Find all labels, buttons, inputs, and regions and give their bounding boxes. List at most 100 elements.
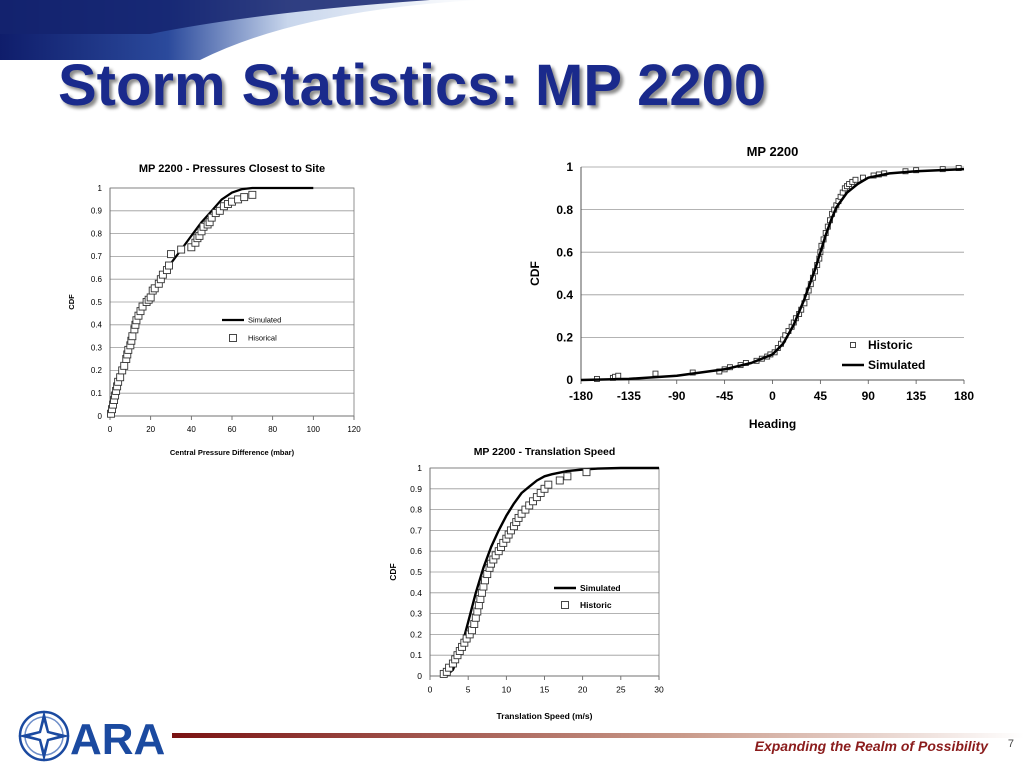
y-tick-label: 0.6 <box>410 546 422 556</box>
y-axis-label: CDF <box>528 261 542 286</box>
y-axis-label: CDF <box>388 563 398 580</box>
x-axis-label: Heading <box>749 417 796 431</box>
data-point <box>128 332 137 341</box>
series-line-simulated <box>444 466 659 677</box>
data-point <box>215 206 224 215</box>
y-tick-label: 0.8 <box>556 203 573 217</box>
x-tick-label: 20 <box>578 685 588 695</box>
x-tick-label: 180 <box>954 389 974 403</box>
logo-text: ARA <box>70 715 164 764</box>
x-tick-label: 80 <box>268 425 277 434</box>
x-axis-label: Translation Speed (m/s) <box>497 711 593 721</box>
y-tick-label: 0.4 <box>410 588 422 598</box>
chart-title: MP 2200 <box>747 144 799 159</box>
data-point <box>187 243 196 252</box>
x-tick-label: -45 <box>716 389 734 403</box>
plot-frame <box>429 467 660 677</box>
legend-marker-icon <box>229 334 237 342</box>
data-point <box>207 213 216 222</box>
legend-label: Historic <box>580 600 612 610</box>
y-tick-label: 0.2 <box>410 629 422 639</box>
y-tick-label: 0.7 <box>410 525 422 535</box>
y-tick-label: 0.4 <box>556 288 573 302</box>
x-tick-label: 0 <box>108 425 113 434</box>
y-tick-label: 0.2 <box>91 366 103 375</box>
x-tick-label: 30 <box>654 685 664 695</box>
y-tick-label: 0.7 <box>91 252 103 261</box>
ara-logo: ARA <box>18 710 164 764</box>
y-tick-label: 0.1 <box>410 650 422 660</box>
y-tick-label: 0.9 <box>91 207 103 216</box>
x-tick-label: 135 <box>906 389 926 403</box>
legend-label: Simulated <box>248 316 281 325</box>
x-tick-label: -90 <box>668 389 686 403</box>
heading-cdf-chart: MP 2200 0 0.2 0.4 0.6 0.8 1 -180 -135 -90 -45 0 45 90… <box>528 144 974 431</box>
page-number: 7 <box>1007 738 1014 750</box>
x-tick-label: 0 <box>769 389 776 403</box>
y-tick-label: 0.9 <box>410 484 422 494</box>
footer-tagline: Expanding the Realm of Possibility <box>754 738 988 754</box>
y-tick-label: 0.5 <box>91 298 103 307</box>
data-point <box>167 250 175 259</box>
data-point <box>615 372 622 379</box>
data-point <box>146 293 155 302</box>
x-axis-label: Central Pressure Difference (mbar) <box>170 448 295 457</box>
x-tick-label: 120 <box>347 425 361 434</box>
data-point <box>582 468 591 477</box>
y-tick-label: 0.1 <box>91 389 103 398</box>
data-point <box>544 480 553 489</box>
y-tick-label: 0.8 <box>410 505 422 515</box>
data-point <box>120 361 129 370</box>
series-line-simulated <box>580 167 965 382</box>
y-axis-label: CDF <box>67 294 76 310</box>
x-tick-label: -180 <box>569 389 593 403</box>
x-tick-label: 0 <box>428 685 433 695</box>
y-tick-label: 0.6 <box>556 245 573 259</box>
data-point <box>177 245 186 254</box>
y-tick-label: 0 <box>417 671 422 681</box>
x-tick-label: 5 <box>466 685 471 695</box>
x-tick-label: 40 <box>187 425 196 434</box>
legend-marker-icon <box>561 601 569 609</box>
data-point <box>555 476 564 485</box>
footer-rule <box>172 733 1024 738</box>
chart-title: MP 2200 - Translation Speed <box>474 446 616 458</box>
compass-star-icon <box>18 710 70 762</box>
y-tick-label: 0.2 <box>556 331 573 345</box>
x-tick-label: -135 <box>617 389 641 403</box>
chart-title: MP 2200 - Pressures Closest to Site <box>139 163 325 175</box>
data-point <box>138 302 147 311</box>
y-tick-label: 0 <box>98 412 103 421</box>
data-point <box>158 270 167 279</box>
data-point <box>240 193 249 202</box>
x-tick-label: 60 <box>228 425 237 434</box>
y-tick-label: 1 <box>417 463 422 473</box>
y-tick-label: 1 <box>98 184 103 193</box>
data-point <box>150 284 159 293</box>
y-tick-label: 0.3 <box>91 343 103 352</box>
y-tick-label: 0.5 <box>410 567 422 577</box>
data-point <box>248 190 257 199</box>
x-tick-label: 10 <box>502 685 512 695</box>
x-tick-label: 45 <box>814 389 828 403</box>
data-point <box>563 472 572 481</box>
y-tick-label: 0.3 <box>410 609 422 619</box>
legend-marker-icon <box>850 342 856 348</box>
x-tick-label: 90 <box>862 389 876 403</box>
header-band <box>0 0 1024 60</box>
data-point <box>852 176 859 183</box>
y-tick-label: 0 <box>566 373 573 387</box>
x-tick-label: 25 <box>616 685 626 695</box>
x-tick-label: 15 <box>540 685 550 695</box>
pressure-cdf-chart: MP 2200 - Pressures Closest to Site 0 0.1 0… <box>67 163 361 457</box>
x-tick-label: 20 <box>146 425 155 434</box>
y-tick-label: 0.8 <box>91 229 103 238</box>
data-point <box>652 370 659 377</box>
plot-frame <box>109 187 355 417</box>
x-tick-label: 100 <box>307 425 321 434</box>
data-point <box>165 261 173 270</box>
y-tick-label: 0.4 <box>91 321 103 330</box>
slide-title: Storm Statistics: MP 2200 <box>58 53 767 118</box>
y-tick-label: 1 <box>566 160 573 174</box>
legend-label: Simulated <box>580 583 621 593</box>
